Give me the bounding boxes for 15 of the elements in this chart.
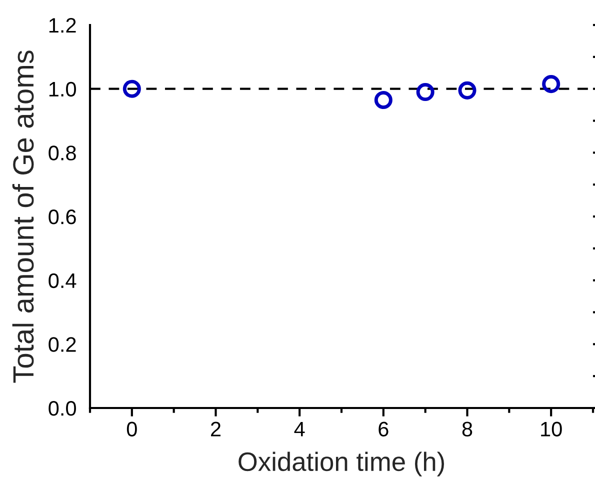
x-tick-label: 10: [541, 422, 562, 436]
y-tick-label: 0.0: [48, 401, 76, 416]
y-tick-label: 1.2: [49, 18, 76, 33]
y-tick-label: 0.6: [48, 210, 76, 224]
y-tick-label: 1.0: [49, 82, 76, 97]
y-tick-label: 0.4: [48, 273, 76, 288]
x-axis-title: Oxidation time (h): [238, 452, 444, 476]
x-tick-label: 8: [462, 422, 472, 436]
x-tick-label: 2: [211, 422, 220, 436]
y-axis-title: Total amount of Ge atoms: [12, 50, 34, 383]
x-tick-label: 0: [126, 422, 137, 436]
y-tick-label: 0.2: [48, 337, 76, 352]
x-tick-label: 4: [294, 422, 305, 436]
y-tick-label: 0.8: [48, 146, 76, 160]
x-tick-label: 6: [378, 422, 388, 436]
